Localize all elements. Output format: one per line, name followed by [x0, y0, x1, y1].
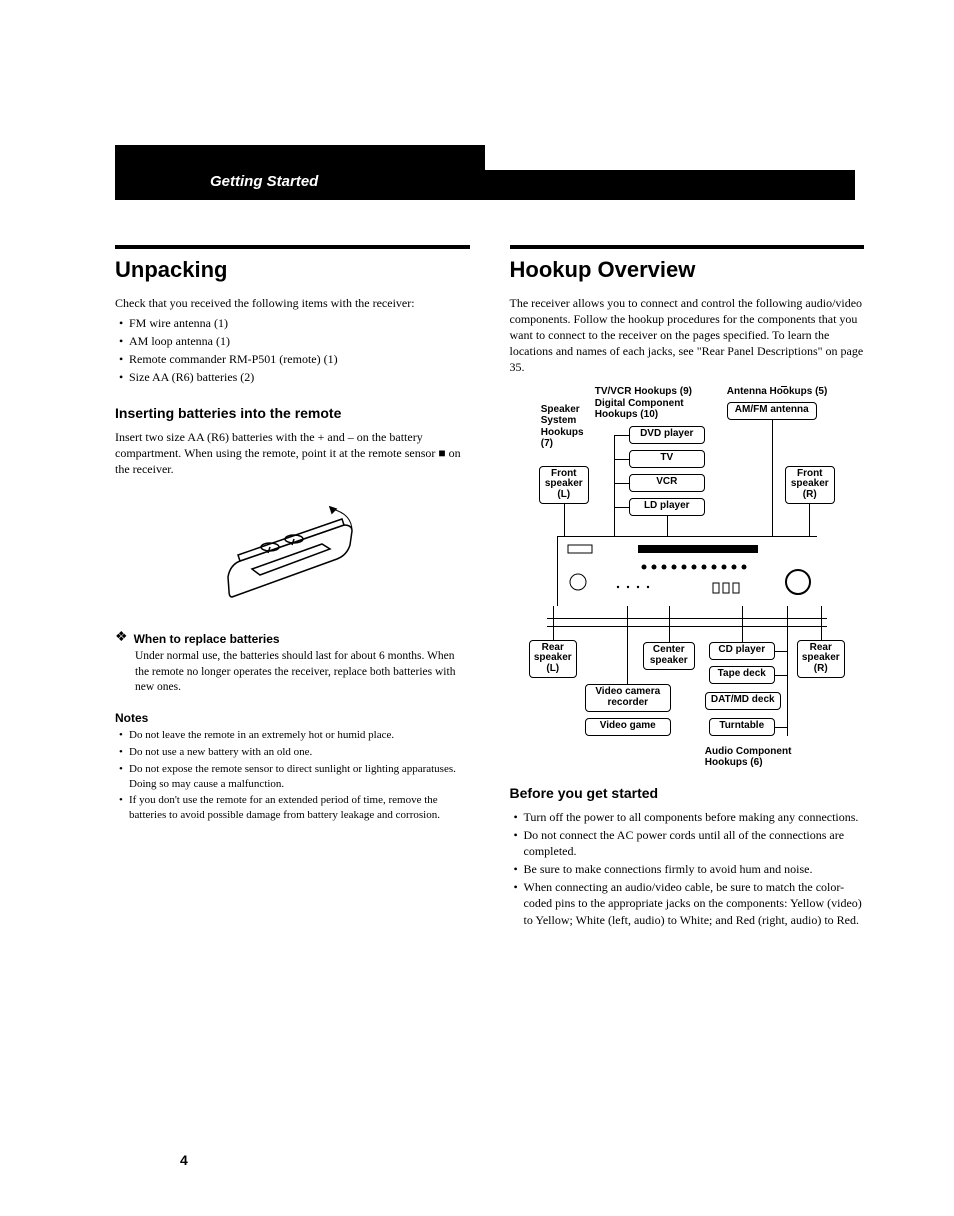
diagram-box-vidcam: Video camera recorder — [585, 684, 671, 712]
hookup-heading: Hookup Overview — [510, 255, 865, 285]
notes-heading: Notes — [115, 710, 470, 726]
diagram-line — [775, 727, 787, 729]
diagram-box-vcr: VCR — [629, 474, 705, 492]
package-contents-list: FM wire antenna (1) AM loop antenna (1) … — [115, 315, 470, 386]
diagram-box-amfm: AM/FM antenna — [727, 402, 817, 420]
diagram-box-turntable: Turntable — [709, 718, 775, 736]
tip-body: Under normal use, the batteries should l… — [135, 649, 470, 696]
diagram-line — [775, 675, 787, 677]
inserting-batteries-heading: Inserting batteries into the remote — [115, 404, 470, 423]
header-bar: Getting Started — [115, 145, 485, 200]
diagram-box-center: Center speaker — [643, 642, 695, 670]
diagram-line — [553, 606, 555, 640]
remote-illustration — [202, 489, 382, 619]
list-item: AM loop antenna (1) — [119, 333, 470, 349]
diagram-line — [564, 504, 566, 536]
diagram-label: Audio Component Hookups (6) — [705, 746, 825, 769]
list-item: Do not expose the remote sensor to direc… — [119, 762, 470, 792]
diagram-box-rear-r: Rear speaker (R) — [797, 640, 845, 678]
diagram-box-rear-l: Rear speaker (L) — [529, 640, 577, 678]
diagram-line — [547, 618, 827, 620]
list-item: Turn off the power to all components bef… — [514, 809, 865, 825]
diagram-box-front-l: Front speaker (L) — [539, 466, 589, 504]
list-item: FM wire antenna (1) — [119, 315, 470, 331]
section-rule — [510, 245, 865, 249]
tip-row: ❖ When to replace batteries — [115, 631, 470, 647]
list-item: If you don't use the remote for an exten… — [119, 793, 470, 823]
content-columns: Unpacking Check that you received the fo… — [115, 245, 864, 936]
diagram-box-tape: Tape deck — [709, 666, 775, 684]
list-item: Size AA (R6) batteries (2) — [119, 369, 470, 385]
diagram-box-videogame: Video game — [585, 718, 671, 736]
diagram-line — [669, 606, 671, 642]
diagram-receiver — [557, 536, 817, 606]
diagram-line — [781, 386, 787, 388]
diagram-box-dat: DAT/MD deck — [705, 692, 781, 710]
page-number: 4 — [180, 1151, 188, 1170]
diagram-label: Digital Component Hookups (10) — [595, 398, 695, 421]
hookup-intro: The receiver allows you to connect and c… — [510, 295, 865, 376]
diagram-box-cd: CD player — [709, 642, 775, 660]
header-bar-extension — [485, 170, 855, 200]
diagram-line — [775, 651, 787, 653]
diagram-line — [821, 606, 823, 640]
diagram-box-dvd: DVD player — [629, 426, 705, 444]
tip-icon: ❖ — [115, 631, 128, 647]
before-started-heading: Before you get started — [510, 784, 865, 803]
list-item: Be sure to make connections firmly to av… — [514, 861, 865, 877]
diagram-line — [614, 507, 629, 509]
diagram-line — [667, 516, 669, 536]
diagram-label: Antenna Hookups (5) — [727, 386, 828, 398]
inserting-batteries-body: Insert two size AA (R6) batteries with t… — [115, 429, 470, 478]
unpacking-heading: Unpacking — [115, 255, 470, 285]
before-started-list: Turn off the power to all components bef… — [510, 809, 865, 928]
hookup-diagram: TV/VCR Hookups (9) Digital Component Hoo… — [527, 386, 847, 766]
diagram-label: TV/VCR Hookups (9) — [595, 386, 692, 398]
section-rule — [115, 245, 470, 249]
right-column: Hookup Overview The receiver allows you … — [510, 245, 865, 936]
list-item: When connecting an audio/video cable, be… — [514, 879, 865, 928]
diagram-line — [614, 459, 629, 461]
header-title: Getting Started — [210, 172, 318, 192]
left-column: Unpacking Check that you received the fo… — [115, 245, 470, 936]
tip-title: When to replace batteries — [134, 631, 280, 647]
diagram-line — [772, 420, 774, 536]
diagram-box-front-r: Front speaker (R) — [785, 466, 835, 504]
diagram-box-tv: TV — [629, 450, 705, 468]
diagram-line — [547, 626, 827, 628]
diagram-line — [809, 504, 811, 536]
diagram-line — [614, 483, 629, 485]
list-item: Do not leave the remote in an extremely … — [119, 728, 470, 743]
list-item: Do not connect the AC power cords until … — [514, 827, 865, 859]
list-item: Remote commander RM-P501 (remote) (1) — [119, 351, 470, 367]
diagram-line — [614, 435, 616, 536]
unpacking-intro: Check that you received the following it… — [115, 295, 470, 311]
diagram-line — [742, 606, 744, 642]
list-item: Do not use a new battery with an old one… — [119, 745, 470, 760]
diagram-line — [614, 435, 629, 437]
notes-list: Do not leave the remote in an extremely … — [115, 728, 470, 823]
diagram-label: Speaker System Hookups (7) — [541, 404, 593, 450]
diagram-box-ld: LD player — [629, 498, 705, 516]
